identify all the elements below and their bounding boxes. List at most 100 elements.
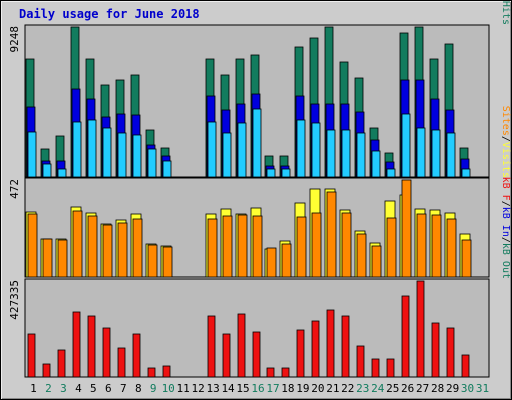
- bar-sites: [446, 218, 457, 278]
- bar-pages: [326, 129, 336, 178]
- bar-pages: [311, 122, 321, 178]
- bar-pages: [42, 163, 52, 178]
- bar-kb-f: [431, 322, 440, 378]
- day-label: 22: [341, 382, 354, 395]
- day-label: 7: [120, 382, 127, 395]
- legend-entry: /: [500, 136, 511, 142]
- day-label: 25: [386, 382, 399, 395]
- bar-sites: [296, 216, 307, 278]
- visits-sites-max-label: 472: [8, 179, 21, 199]
- bar-kb-f: [102, 327, 111, 378]
- bar-pages: [117, 132, 127, 178]
- bar-sites: [57, 239, 68, 278]
- bar-sites: [237, 214, 248, 278]
- chart-title: Daily usage for June 2018: [19, 7, 200, 21]
- bar-pages: [237, 122, 247, 178]
- day-label: 29: [446, 382, 459, 395]
- bar-sites: [42, 238, 53, 278]
- bar-pages: [252, 108, 262, 178]
- day-label: 20: [311, 382, 324, 395]
- legend-entry: kB In: [500, 207, 511, 237]
- day-label: 6: [105, 382, 112, 395]
- bar-kb-f: [326, 309, 335, 378]
- bar-sites: [461, 239, 472, 278]
- bar-kb-f: [252, 331, 261, 378]
- bar-pages: [461, 168, 471, 178]
- bar-sites: [27, 213, 38, 278]
- bar-pages: [431, 129, 441, 178]
- day-label: 10: [162, 382, 175, 395]
- bar-kb-f: [341, 315, 350, 378]
- visits-sites-legend: Sites/Visits: [500, 106, 511, 178]
- bar-sites: [401, 179, 412, 278]
- day-label: 18: [281, 382, 294, 395]
- bar-sites: [386, 217, 397, 278]
- bar-pages: [222, 132, 232, 178]
- legend-entry: Visits: [500, 142, 511, 178]
- day-label: 21: [326, 382, 339, 395]
- bar-sites: [341, 212, 352, 278]
- bar-sites: [311, 212, 322, 278]
- day-label: 30: [461, 382, 474, 395]
- bar-kb-f: [162, 365, 171, 378]
- bar-kb-f: [386, 358, 395, 378]
- day-label: 17: [266, 382, 279, 395]
- bar-kb-f: [87, 315, 96, 378]
- day-label: 9: [150, 382, 157, 395]
- bar-sites: [281, 243, 292, 278]
- day-label: 1: [30, 382, 37, 395]
- day-label: 15: [236, 382, 249, 395]
- bar-kb-f: [356, 345, 365, 378]
- bar-kb-f: [416, 280, 425, 378]
- day-label: 27: [416, 382, 429, 395]
- bar-kb-f: [371, 358, 380, 378]
- legend-entry: Hits: [500, 1, 511, 25]
- bar-pages: [72, 121, 82, 178]
- kbf-kbin-kbout-max-label: 427335: [8, 280, 21, 320]
- bar-sites: [356, 233, 367, 278]
- hits-files-pages-legend: Pages/Files/Hits: [500, 0, 511, 25]
- day-label: 13: [206, 382, 219, 395]
- bar-pages: [401, 113, 411, 178]
- legend-entry: kB F: [500, 177, 511, 201]
- bar-pages: [147, 148, 157, 178]
- bar-kb-f: [72, 311, 81, 378]
- bar-pages: [87, 119, 97, 178]
- bar-sites: [371, 245, 382, 278]
- bar-sites: [431, 214, 442, 278]
- legend-entry: /: [500, 0, 511, 1]
- legend-entry: /: [500, 237, 511, 243]
- bar-pages: [162, 160, 172, 178]
- legend-entry: kB Out: [500, 243, 511, 279]
- bar-pages: [341, 129, 351, 178]
- bar-pages: [102, 127, 112, 178]
- day-label: 3: [60, 382, 67, 395]
- bar-pages: [296, 119, 306, 178]
- bar-sites: [326, 191, 337, 278]
- bar-sites: [252, 215, 263, 278]
- bar-kb-f: [446, 327, 455, 378]
- bar-sites: [102, 224, 113, 278]
- day-label: 23: [356, 382, 369, 395]
- bar-kb-f: [281, 367, 290, 378]
- bar-pages: [132, 134, 142, 178]
- bar-pages: [446, 132, 456, 178]
- bar-kb-f: [147, 367, 156, 378]
- legend-entry: /: [500, 201, 511, 207]
- bar-kb-f: [27, 333, 36, 378]
- bar-sites: [132, 218, 143, 278]
- bar-pages: [57, 168, 67, 178]
- day-label: 11: [177, 382, 190, 395]
- bar-kb-f: [207, 315, 216, 378]
- bar-kb-f: [57, 349, 66, 378]
- bar-sites: [207, 218, 218, 278]
- bar-sites: [147, 244, 158, 278]
- bar-sites: [117, 222, 128, 278]
- bar-kb-f: [222, 333, 231, 378]
- bar-kb-f: [401, 295, 410, 378]
- bar-sites: [87, 215, 98, 278]
- day-label: 24: [371, 382, 385, 395]
- bar-pages: [386, 168, 396, 178]
- bar-pages: [371, 150, 381, 178]
